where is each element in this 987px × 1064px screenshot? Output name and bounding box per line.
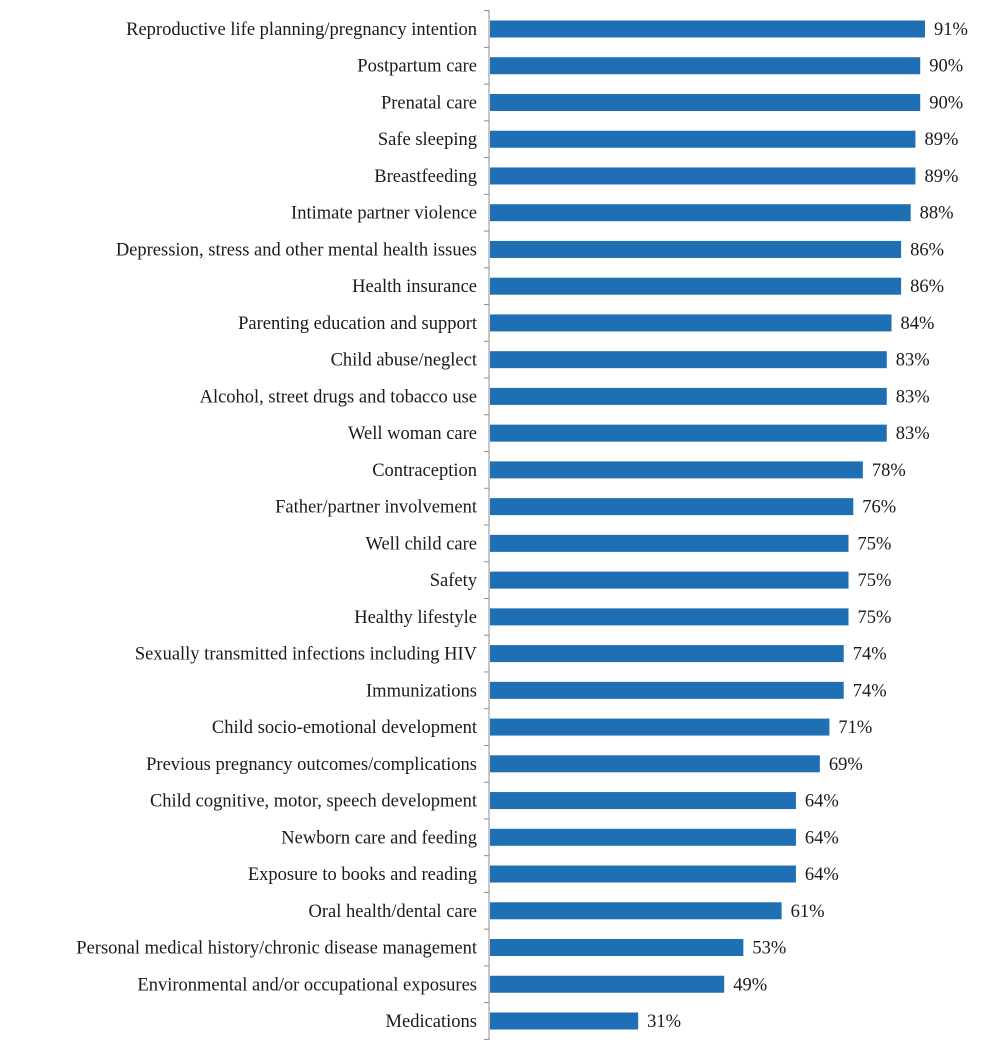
bar <box>490 424 887 442</box>
data-label: 64% <box>805 828 839 848</box>
category-label: Alcohol, street drugs and tobacco use <box>200 387 477 407</box>
data-label: 90% <box>929 57 963 77</box>
category-label: Healthy lifestyle <box>354 608 477 628</box>
bar <box>490 93 921 111</box>
category-label: Exposure to books and reading <box>248 865 477 885</box>
category-label: Environmental and/or occupational exposu… <box>137 975 477 995</box>
category-label: Parenting education and support <box>238 314 478 334</box>
category-label: Health insurance <box>352 277 477 297</box>
axis-layer <box>484 10 490 1040</box>
bars-layer <box>490 20 925 1030</box>
bar <box>490 608 849 626</box>
bar <box>490 1012 639 1030</box>
category-label: Oral health/dental care <box>309 902 477 922</box>
data-label: 86% <box>910 277 944 297</box>
data-label: 75% <box>858 534 892 554</box>
bar <box>490 975 725 993</box>
data-label: 89% <box>924 130 958 150</box>
category-label: Breastfeeding <box>374 167 477 187</box>
data-label: 64% <box>805 865 839 885</box>
data-label: 76% <box>862 498 896 518</box>
data-label: 75% <box>858 571 892 591</box>
category-label: Previous pregnancy outcomes/complication… <box>146 755 477 775</box>
value-labels-layer: 91% 90% 90% 89% 89% 88% 86% 86% 84% 83% 83% 83% 78% 7… <box>647 20 968 1032</box>
category-label: Safe sleeping <box>378 130 477 150</box>
bar <box>490 645 844 663</box>
bar <box>490 865 796 883</box>
data-label: 74% <box>853 681 887 701</box>
bar <box>490 314 892 332</box>
data-label: 69% <box>829 755 863 775</box>
category-label: Sexually transmitted infections includin… <box>135 645 478 665</box>
category-label: Prenatal care <box>381 93 477 113</box>
category-labels-layer: Reproductive life planning/pregnancy int… <box>76 20 478 1032</box>
category-label: Child socio-emotional development <box>212 718 478 738</box>
bar <box>490 204 911 222</box>
bar <box>490 571 849 589</box>
category-label: Postpartum care <box>357 57 477 77</box>
data-label: 88% <box>920 204 954 224</box>
category-label: Contraception <box>372 461 477 481</box>
data-label: 75% <box>858 608 892 628</box>
data-label: 83% <box>896 424 930 444</box>
data-label: 84% <box>901 314 935 334</box>
category-label: Child cognitive, motor, speech developme… <box>150 792 478 812</box>
category-label: Well woman care <box>348 424 477 444</box>
bar <box>490 130 916 148</box>
data-label: 74% <box>853 645 887 665</box>
data-label: 91% <box>934 20 968 40</box>
bar <box>490 939 744 957</box>
data-label: 83% <box>896 387 930 407</box>
data-label: 61% <box>791 902 825 922</box>
bar <box>490 902 782 920</box>
bar <box>490 277 902 295</box>
data-label: 64% <box>805 792 839 812</box>
category-label: Child abuse/neglect <box>331 351 478 371</box>
bar <box>490 681 844 699</box>
bar <box>490 461 863 479</box>
data-label: 83% <box>896 351 930 371</box>
data-label: 49% <box>733 975 767 995</box>
category-label: Well child care <box>365 534 477 554</box>
category-label: Depression, stress and other mental heal… <box>116 240 477 260</box>
data-label: 71% <box>838 718 872 738</box>
bar <box>490 718 830 736</box>
bar <box>490 755 820 773</box>
data-label: 78% <box>872 461 906 481</box>
bar <box>490 57 921 75</box>
data-label: 89% <box>924 167 958 187</box>
bar <box>490 20 925 38</box>
category-label: Safety <box>430 571 478 591</box>
bar <box>490 351 887 369</box>
bar <box>490 498 854 516</box>
category-label: Intimate partner violence <box>291 204 477 224</box>
bar <box>490 240 902 258</box>
bar <box>490 828 796 846</box>
data-label: 90% <box>929 93 963 113</box>
bar <box>490 387 887 405</box>
category-label: Personal medical history/chronic disease… <box>76 939 478 959</box>
bar <box>490 167 916 185</box>
category-label: Newborn care and feeding <box>281 828 477 848</box>
category-label: Immunizations <box>366 681 477 701</box>
data-label: 86% <box>910 240 944 260</box>
bar <box>490 792 796 810</box>
data-label: 31% <box>647 1012 681 1032</box>
category-label: Reproductive life planning/pregnancy int… <box>126 20 477 40</box>
data-label: 53% <box>752 939 786 959</box>
bar <box>490 534 849 552</box>
category-label: Father/partner involvement <box>275 498 478 518</box>
category-label: Medications <box>386 1012 477 1032</box>
